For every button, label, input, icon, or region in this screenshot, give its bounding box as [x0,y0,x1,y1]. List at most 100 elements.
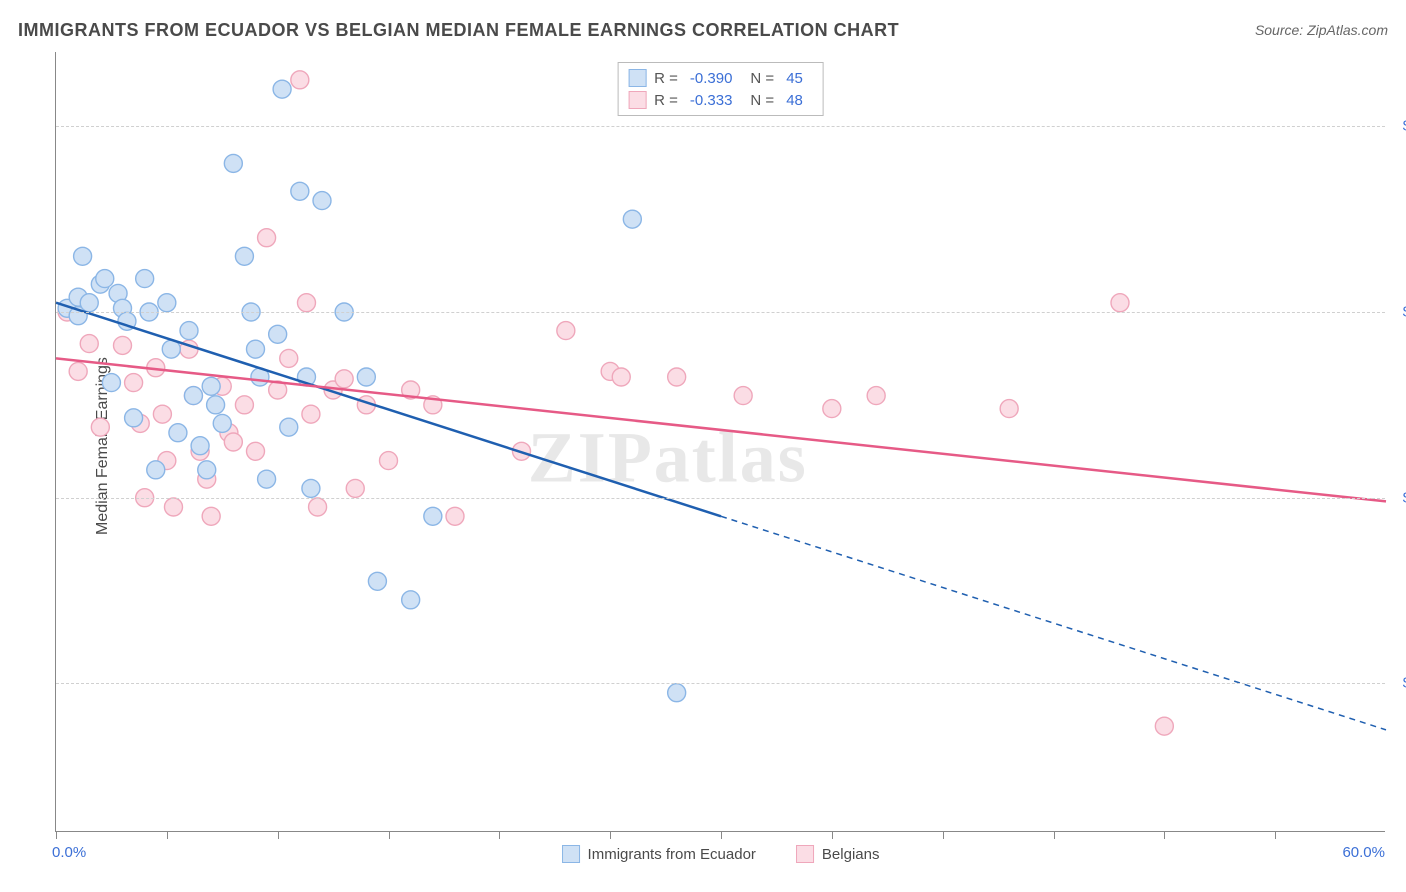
scatter-point [184,387,202,405]
scatter-point [180,322,198,340]
x-tick [610,831,611,839]
scatter-point [1000,400,1018,418]
scatter-point [247,340,265,358]
y-tick-label: $30,000 [1393,489,1406,506]
scatter-point [235,396,253,414]
y-tick-label: $40,000 [1393,304,1406,321]
series-name: Belgians [822,846,880,863]
x-tick [167,831,168,839]
scatter-point [80,335,98,353]
scatter-point [867,387,885,405]
scatter-point [213,414,231,432]
legend-row: R = -0.333 N = 48 [628,89,813,111]
scatter-point [280,418,298,436]
scatter-point [202,377,220,395]
legend-r-value: -0.390 [690,70,733,87]
scatter-point [202,507,220,525]
x-tick [1054,831,1055,839]
legend-n-value: 48 [786,92,803,109]
scatter-point [280,349,298,367]
scatter-point [823,400,841,418]
legend-swatch [562,845,580,863]
scatter-point [207,396,225,414]
scatter-point [446,507,464,525]
scatter-point [80,294,98,312]
y-tick-label: $20,000 [1393,675,1406,692]
scatter-point [668,368,686,386]
x-tick [943,831,944,839]
legend-r-label: R = [654,70,678,87]
x-tick [721,831,722,839]
legend-r-value: -0.333 [690,92,733,109]
scatter-point [402,591,420,609]
scatter-point [313,192,331,210]
scatter-point [136,270,154,288]
legend-n-label: N = [750,92,774,109]
scatter-point [96,270,114,288]
legend-swatch [628,69,646,87]
scatter-point [125,374,143,392]
scatter-point [424,507,442,525]
scatter-point [224,154,242,172]
legend-swatch [628,91,646,109]
legend-row: R = -0.390N = 45 [628,67,813,89]
scatter-point [91,418,109,436]
x-axis-max-label: 60.0% [1342,844,1385,861]
scatter-point [297,294,315,312]
scatter-point [668,684,686,702]
scatter-point [258,470,276,488]
scatter-point [224,433,242,451]
scatter-point [69,362,87,380]
scatter-point [302,479,320,497]
scatter-point [258,229,276,247]
x-tick [278,831,279,839]
scatter-point [164,498,182,516]
gridline-h [56,498,1385,499]
x-tick [499,831,500,839]
source-attribution: Source: ZipAtlas.com [1255,22,1388,38]
scatter-point [273,80,291,98]
legend-swatch [796,845,814,863]
scatter-point [198,461,216,479]
source-prefix: Source: [1255,22,1307,38]
trend-line [56,358,1386,501]
series-legend: Immigrants from Ecuador Belgians [562,845,880,863]
scatter-point [147,461,165,479]
scatter-point [734,387,752,405]
x-tick [1164,831,1165,839]
scatter-point [1155,717,1173,735]
scatter-point [368,572,386,590]
series-legend-item: Immigrants from Ecuador [562,845,756,863]
scatter-point [125,409,143,427]
scatter-point [346,479,364,497]
scatter-point [335,370,353,388]
legend-n-value: 45 [786,70,803,87]
scatter-point [74,247,92,265]
gridline-h [56,312,1385,313]
scatter-point [235,247,253,265]
scatter-point [380,452,398,470]
gridline-h [56,126,1385,127]
gridline-h [56,683,1385,684]
y-tick-label: $50,000 [1393,118,1406,135]
correlation-legend: R = -0.390N = 45R = -0.333N = 48 [617,62,824,116]
plot-area: ZIPatlas R = -0.390N = 45R = -0.333N = 4… [55,52,1385,832]
scatter-point [309,498,327,516]
scatter-point [623,210,641,228]
x-axis-min-label: 0.0% [52,844,86,861]
scatter-point [291,182,309,200]
trend-line-extension [721,516,1386,730]
series-legend-item: Belgians [796,845,880,863]
x-tick [56,831,57,839]
scatter-point [158,294,176,312]
chart-title: IMMIGRANTS FROM ECUADOR VS BELGIAN MEDIA… [18,20,899,41]
scatter-point [291,71,309,89]
chart-svg [56,52,1386,832]
source-name: ZipAtlas.com [1307,22,1388,38]
scatter-point [169,424,187,442]
scatter-point [302,405,320,423]
x-tick [832,831,833,839]
scatter-point [114,336,132,354]
scatter-point [191,437,209,455]
legend-r-label: R = [654,92,678,109]
